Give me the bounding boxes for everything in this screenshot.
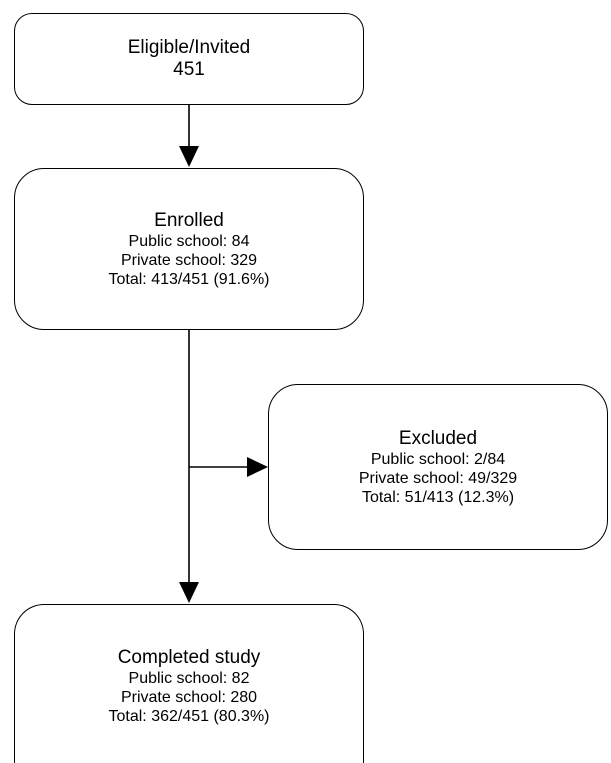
arrowhead-completed	[179, 582, 199, 603]
completed-study-box: Completed study Public school: 82 Privat…	[14, 604, 364, 763]
excluded-title: Excluded	[398, 427, 478, 449]
eligible-invited-count: 451	[173, 59, 205, 80]
enrolled-total: Total: 413/451 (91.6%)	[108, 270, 270, 288]
completed-total: Total: 362/451 (80.3%)	[108, 708, 270, 725]
enrolled-private-school: Private school: 329	[120, 251, 258, 269]
completed-public-school: Public school: 82	[128, 670, 250, 687]
eligible-invited-box: Eligible/Invited 451	[14, 13, 364, 105]
excluded-box: Excluded Public school: 2/84 Private sch…	[268, 384, 608, 550]
enrolled-title: Enrolled	[154, 209, 224, 231]
arrowhead-excluded	[247, 457, 268, 477]
arrowhead-enrolled	[179, 146, 199, 167]
eligible-invited-title: Eligible/Invited	[127, 37, 251, 58]
enrolled-public-school: Public school: 84	[128, 232, 250, 250]
completed-study-title: Completed study	[117, 647, 261, 668]
completed-private-school: Private school: 280	[120, 689, 258, 706]
excluded-private-school: Private school: 49/329	[358, 469, 518, 487]
excluded-public-school: Public school: 2/84	[370, 450, 506, 468]
enrolled-box: Enrolled Public school: 84 Private schoo…	[14, 168, 364, 330]
excluded-total: Total: 51/413 (12.3%)	[361, 488, 515, 506]
